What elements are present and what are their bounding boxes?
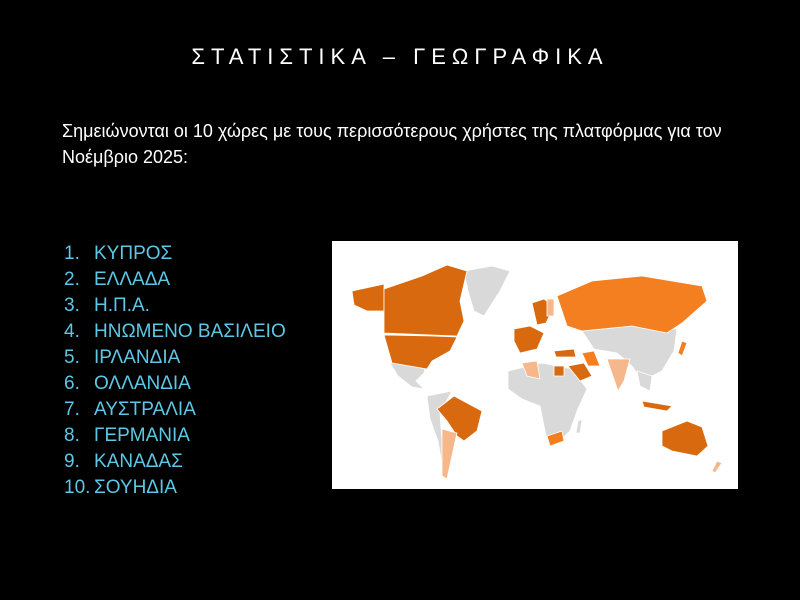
list-item: 4. ΗΝΩΜΕΝΟ ΒΑΣΙΛΕΙΟ [64, 319, 286, 345]
list-number: 8. [64, 425, 80, 446]
intro-text: Σημειώνονται οι 10 χώρες με τους περισσό… [62, 121, 722, 167]
country-list: 1. ΚΥΠΡΟΣ 2. ΕΛΛΑΔΑ 3. Η.Π.Α. 4. ΗΝΩΜΕΝΟ ΒΑΣ… [64, 241, 286, 501]
southeast-asia [636, 370, 653, 392]
country-name: ΓΕΡΜΑΝΙΑ [94, 425, 190, 446]
usa [383, 334, 458, 370]
list-item: 1. ΚΥΠΡΟΣ [64, 241, 286, 267]
south-africa [546, 430, 565, 447]
madagascar [575, 418, 583, 434]
country-name: ΚΥΠΡΟΣ [94, 243, 173, 264]
finland [546, 298, 555, 317]
europe-west [513, 325, 545, 354]
egypt [553, 365, 565, 377]
world-map [332, 241, 738, 489]
list-item: 5. ΙΡΛΑΝΔΙΑ [64, 345, 286, 371]
turkey [553, 348, 577, 358]
list-number: 10. [64, 477, 91, 498]
list-item: 9. ΚΑΝΑΔΑΣ [64, 449, 286, 475]
indonesia [641, 400, 673, 412]
canada [383, 264, 468, 337]
new-zealand [711, 460, 723, 474]
country-name: ΑΥΣΤΡΑΛΙΑ [94, 399, 196, 420]
list-number: 9. [64, 451, 80, 472]
algeria [521, 360, 541, 380]
country-name: ΣΟΥΗΔΙΑ [94, 477, 177, 498]
country-name: ΙΡΛΑΝΔΙΑ [94, 347, 181, 368]
argentina [441, 428, 458, 480]
country-name: ΟΛΛΑΝΔΙΑ [94, 373, 191, 394]
alaska [351, 283, 385, 312]
list-item: 8. ΓΕΡΜΑΝΙΑ [64, 423, 286, 449]
country-name: Η.Π.Α. [94, 295, 150, 316]
saudi-arabia [567, 362, 593, 382]
list-number: 3. [64, 295, 80, 316]
japan [677, 340, 688, 357]
list-item: 6. ΟΛΛΑΝΔΙΑ [64, 371, 286, 397]
list-item: 3. Η.Π.Α. [64, 293, 286, 319]
list-item: 10. ΣΟΥΗΔΙΑ [64, 475, 286, 501]
india [606, 358, 631, 392]
list-number: 2. [64, 269, 80, 290]
list-number: 1. [64, 243, 80, 264]
greenland [463, 265, 511, 317]
list-number: 7. [64, 399, 80, 420]
list-item: 7. ΑΥΣΤΡΑΛΙΑ [64, 397, 286, 423]
list-number: 6. [64, 373, 80, 394]
country-name: ΗΝΩΜΕΝΟ ΒΑΣΙΛΕΙΟ [94, 321, 286, 342]
asia-rest [581, 325, 678, 382]
australia [661, 420, 709, 457]
iran [581, 350, 601, 367]
world-map-graphic [351, 264, 723, 480]
slide-title: ΣΤΑΤΙΣΤΙΚΑ – ΓΕΩΓΡΑΦΙΚΑ [191, 44, 609, 69]
brazil [436, 395, 483, 442]
country-name: ΚΑΝΑΔΑΣ [94, 451, 183, 472]
list-number: 5. [64, 347, 80, 368]
list-item: 2. ΕΛΛΑΔΑ [64, 267, 286, 293]
list-number: 4. [64, 321, 80, 342]
country-name: ΕΛΛΑΔΑ [94, 269, 171, 290]
russia [556, 275, 708, 334]
